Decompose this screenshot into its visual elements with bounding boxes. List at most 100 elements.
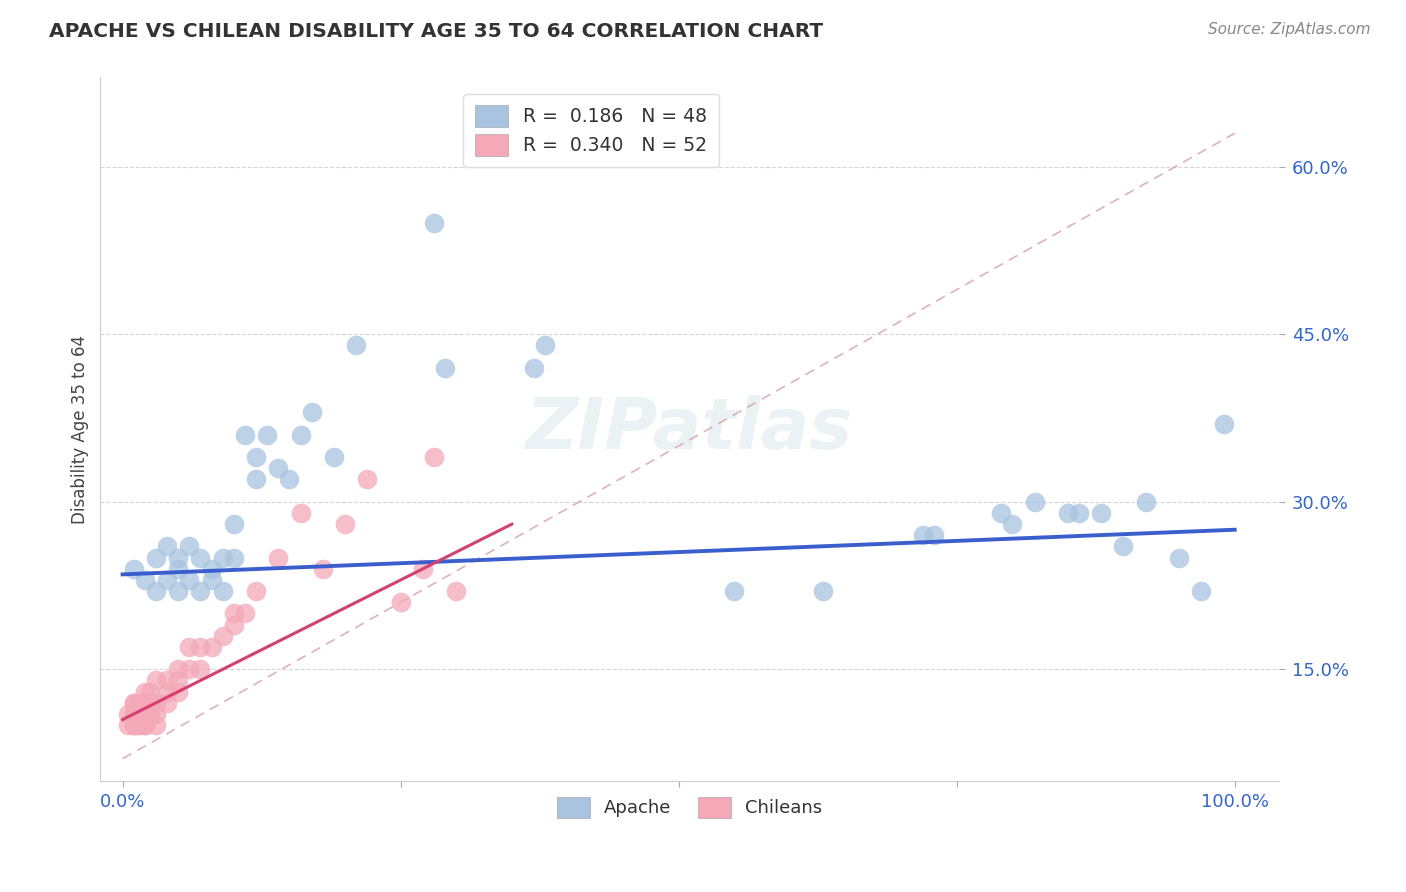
Point [1168, 550, 1191, 565]
Point [128, 706, 150, 721]
Point [156, 540, 179, 554]
Point [211, 550, 233, 565]
Point [356, 473, 378, 487]
Point [200, 573, 222, 587]
Point [245, 584, 267, 599]
Point [322, 450, 344, 464]
Point [128, 718, 150, 732]
Point [1212, 417, 1234, 431]
Point [145, 673, 167, 688]
Point [1189, 584, 1212, 599]
Point [139, 696, 162, 710]
Point [156, 673, 179, 688]
Point [190, 550, 212, 565]
Point [1112, 540, 1135, 554]
Point [256, 427, 278, 442]
Point [179, 573, 201, 587]
Point [167, 562, 190, 576]
Point [312, 562, 335, 576]
Point [434, 360, 457, 375]
Point [134, 706, 156, 721]
Point [245, 450, 267, 464]
Point [301, 405, 323, 419]
Point [167, 662, 190, 676]
Point [200, 640, 222, 654]
Text: Source: ZipAtlas.com: Source: ZipAtlas.com [1208, 22, 1371, 37]
Point [523, 360, 546, 375]
Point [912, 528, 935, 542]
Point [211, 629, 233, 643]
Point [117, 718, 139, 732]
Point [167, 684, 190, 698]
Point [1067, 506, 1090, 520]
Point [122, 696, 145, 710]
Point [290, 506, 312, 520]
Point [344, 338, 367, 352]
Point [122, 562, 145, 576]
Point [134, 573, 156, 587]
Point [134, 706, 156, 721]
Point [145, 696, 167, 710]
Point [222, 550, 245, 565]
Point [122, 696, 145, 710]
Point [389, 595, 412, 609]
Point [723, 584, 745, 599]
Point [134, 718, 156, 732]
Point [1024, 495, 1046, 509]
Point [333, 517, 356, 532]
Point [813, 584, 835, 599]
Text: APACHE VS CHILEAN DISABILITY AGE 35 TO 64 CORRELATION CHART: APACHE VS CHILEAN DISABILITY AGE 35 TO 6… [49, 22, 824, 41]
Point [139, 684, 162, 698]
Point [534, 338, 557, 352]
Point [267, 461, 290, 475]
Point [278, 473, 301, 487]
Point [423, 450, 446, 464]
Point [222, 607, 245, 621]
Point [190, 640, 212, 654]
Point [200, 562, 222, 576]
Point [156, 573, 179, 587]
Point [222, 617, 245, 632]
Point [122, 706, 145, 721]
Point [128, 706, 150, 721]
Point [145, 550, 167, 565]
Point [167, 673, 190, 688]
Point [233, 607, 256, 621]
Point [1090, 506, 1112, 520]
Point [222, 517, 245, 532]
Point [179, 662, 201, 676]
Point [1135, 495, 1157, 509]
Point [134, 684, 156, 698]
Point [444, 584, 467, 599]
Point [190, 584, 212, 599]
Legend: Apache, Chileans: Apache, Chileans [550, 789, 830, 825]
Point [245, 473, 267, 487]
Point [267, 550, 290, 565]
Point [412, 562, 434, 576]
Point [167, 550, 190, 565]
Point [1057, 506, 1080, 520]
Point [924, 528, 946, 542]
Point [233, 427, 256, 442]
Point [423, 216, 446, 230]
Point [117, 706, 139, 721]
Point [122, 718, 145, 732]
Y-axis label: Disability Age 35 to 64: Disability Age 35 to 64 [72, 334, 89, 524]
Point [190, 662, 212, 676]
Point [156, 684, 179, 698]
Point [134, 696, 156, 710]
Point [179, 540, 201, 554]
Point [122, 718, 145, 732]
Point [290, 427, 312, 442]
Point [139, 706, 162, 721]
Point [122, 718, 145, 732]
Point [167, 584, 190, 599]
Point [134, 718, 156, 732]
Point [179, 640, 201, 654]
Point [128, 696, 150, 710]
Point [211, 584, 233, 599]
Point [128, 718, 150, 732]
Point [990, 506, 1012, 520]
Point [145, 706, 167, 721]
Point [122, 706, 145, 721]
